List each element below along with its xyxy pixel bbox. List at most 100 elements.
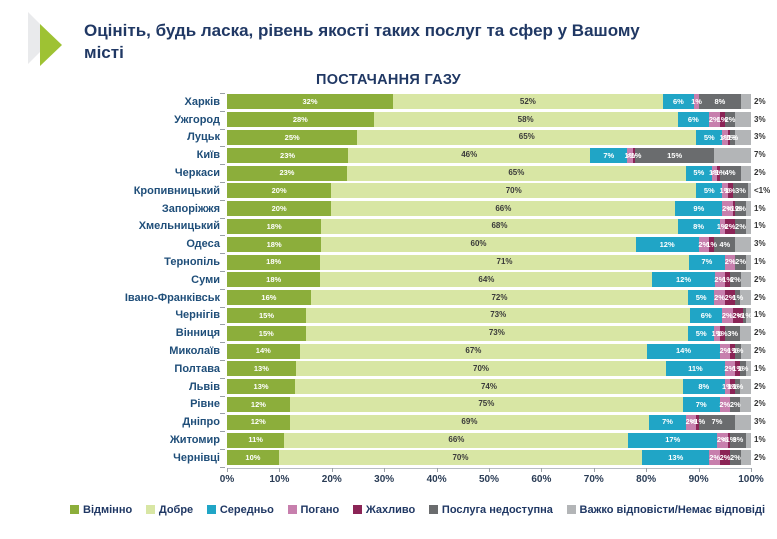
bar-segment: 71%	[320, 254, 689, 270]
bar-segment: 65%	[346, 165, 686, 181]
y-axis-tick	[220, 306, 225, 308]
bar-segment-label: <1%	[626, 150, 642, 160]
bar-segment-label: 2%	[685, 417, 697, 427]
bar-row: Луцьк 25% 65% 5% 1% <1% 1% 3%	[0, 129, 777, 147]
bar-segment-label: 71%	[496, 257, 513, 267]
bar-segment	[740, 325, 751, 341]
bar-segment-label: 2%	[709, 453, 721, 463]
bar-segment-label: 1%	[724, 186, 736, 196]
bar-segment-label: 18%	[266, 239, 282, 249]
bar-segment: 16%	[227, 290, 311, 306]
x-axis-tick	[436, 467, 438, 472]
bar-segment	[745, 361, 751, 377]
bar-segment: 74%	[295, 379, 683, 395]
bar-segment-label: 70%	[452, 452, 469, 462]
city-label: Запоріжжя	[161, 202, 220, 215]
legend-swatch	[145, 505, 155, 515]
bar-segment	[740, 94, 751, 110]
bar-segment-label: 1%	[709, 168, 720, 178]
x-axis-label: 60%	[531, 473, 552, 485]
x-axis-label: 90%	[688, 473, 709, 485]
bar-segment-label: 14%	[255, 346, 271, 356]
legend-item: Важко відповісти/Немає відповіді	[566, 504, 765, 516]
bar-segment-label: 3%	[727, 328, 739, 338]
bar-segment-label: 6%	[700, 310, 712, 320]
bar-segment: 2%	[732, 307, 743, 323]
bar-segment: 4%	[719, 165, 741, 181]
bar-segment: 1%	[709, 165, 720, 181]
bar-segment-label: 70%	[505, 185, 522, 195]
city-label: Львів	[188, 380, 220, 393]
bar-segment: 1%	[727, 129, 738, 145]
bar-segment-label: 18%	[266, 221, 282, 231]
bar-segment: 66%	[284, 432, 629, 448]
bar-outside-label: 2%	[754, 399, 766, 409]
bar-outside-label: 1%	[754, 203, 766, 213]
bar-row: Миколаїв 14% 67% 14% 2% 1% 1% 2%	[0, 342, 777, 360]
x-axis-label: 100%	[738, 473, 764, 485]
bar-segment-label: 2%	[735, 257, 747, 267]
bar-segment: 2%	[714, 290, 725, 306]
y-axis-tick	[220, 253, 225, 255]
bar-segment: 15%	[227, 307, 306, 323]
city-label: Івано-Франківськ	[124, 291, 220, 304]
bar-row: Полтава 13% 70% 11% 2% 1% 1% 1%	[0, 360, 777, 378]
bar-segment-label: 18%	[266, 257, 282, 267]
bar-segment: 18%	[227, 254, 321, 270]
bar-segment-label: 4%	[724, 168, 736, 178]
bar-segment	[745, 307, 751, 323]
bar-segment-label: 28%	[292, 114, 308, 124]
city-label: Полтава	[174, 362, 220, 375]
bar-segment-label: 1%	[732, 292, 744, 302]
bar-segment: 13%	[227, 361, 296, 377]
bar-segment: 10%	[227, 450, 279, 466]
bar-segment-label: <1%	[726, 203, 742, 213]
bar-segment-label: 11%	[248, 435, 263, 445]
bar-segment-label: 11%	[688, 364, 703, 374]
bar-segment-label: 1%	[737, 364, 749, 374]
bar-row: Житомир 11% 66% 17% 2% <1% 3% 1%	[0, 431, 777, 449]
bar-segment-label: <1%	[721, 132, 737, 142]
bar-segment-label: 68%	[491, 221, 508, 231]
city-label: Вінниця	[175, 327, 220, 340]
x-axis-label: 50%	[478, 473, 499, 485]
bar-segment: 2%	[725, 290, 735, 306]
bar-segment-label: 2%	[721, 310, 733, 320]
bar-track: 12% 75% 7% 2% 2%	[227, 396, 751, 412]
bar-segment: 70%	[295, 361, 667, 377]
bar-segment-label: 69%	[461, 417, 478, 427]
bar-segment-label: 12%	[676, 275, 692, 285]
bar-segment-label: 32%	[302, 97, 318, 107]
bar-segment-label: 1%	[716, 114, 728, 124]
bar-segment: 12%	[635, 236, 699, 252]
bar-segment-label: 2%	[719, 346, 731, 356]
bar-segment: 73%	[305, 307, 691, 323]
bar-segment-label: 8%	[714, 97, 726, 107]
bar-segment: 7%	[698, 414, 736, 430]
bar-track: 18% 68% 8% 1% 2% 2%	[227, 218, 751, 234]
bar-segment: 5%	[688, 325, 715, 341]
bar-segment-label: 6%	[687, 114, 699, 124]
bar-segment: 68%	[321, 218, 678, 234]
bar-row: Київ 23% 46% 7% 1% <1% 15% 7%	[0, 146, 777, 164]
city-label: Черкаси	[174, 167, 220, 180]
bar-track: 18% 64% 12% 2% 1% 2%	[227, 272, 751, 288]
city-label: Миколаїв	[169, 345, 220, 358]
bar-segment-label: 65%	[508, 168, 525, 178]
bar-row: Харків 32% 52% 6% 1% 8% 2%	[0, 93, 777, 111]
bar-segment: 11%	[227, 432, 285, 448]
x-axis: 0% 10% 20% 30% 40% 50% 60% 70% 80% 90% 100%	[220, 467, 764, 490]
bar-outside-label: 2%	[754, 274, 766, 284]
bar-segment: <1%	[737, 307, 752, 323]
bar-segment-label: 2%	[719, 453, 731, 463]
bar-segment-label: 20%	[271, 203, 287, 213]
bar-segment-label: 1%	[624, 150, 636, 160]
bar-segment-label: 2%	[698, 239, 710, 249]
bar-track: 23% 46% 7% 1% <1% 15%	[227, 147, 751, 163]
legend-item: Відмінно	[70, 504, 132, 516]
bar-segment: 69%	[289, 414, 650, 430]
bar-segment: 20%	[227, 183, 332, 199]
city-label: Дніпро	[182, 416, 220, 429]
bar-segment: 1%	[712, 325, 722, 341]
bar-segment: 2%	[721, 307, 733, 323]
